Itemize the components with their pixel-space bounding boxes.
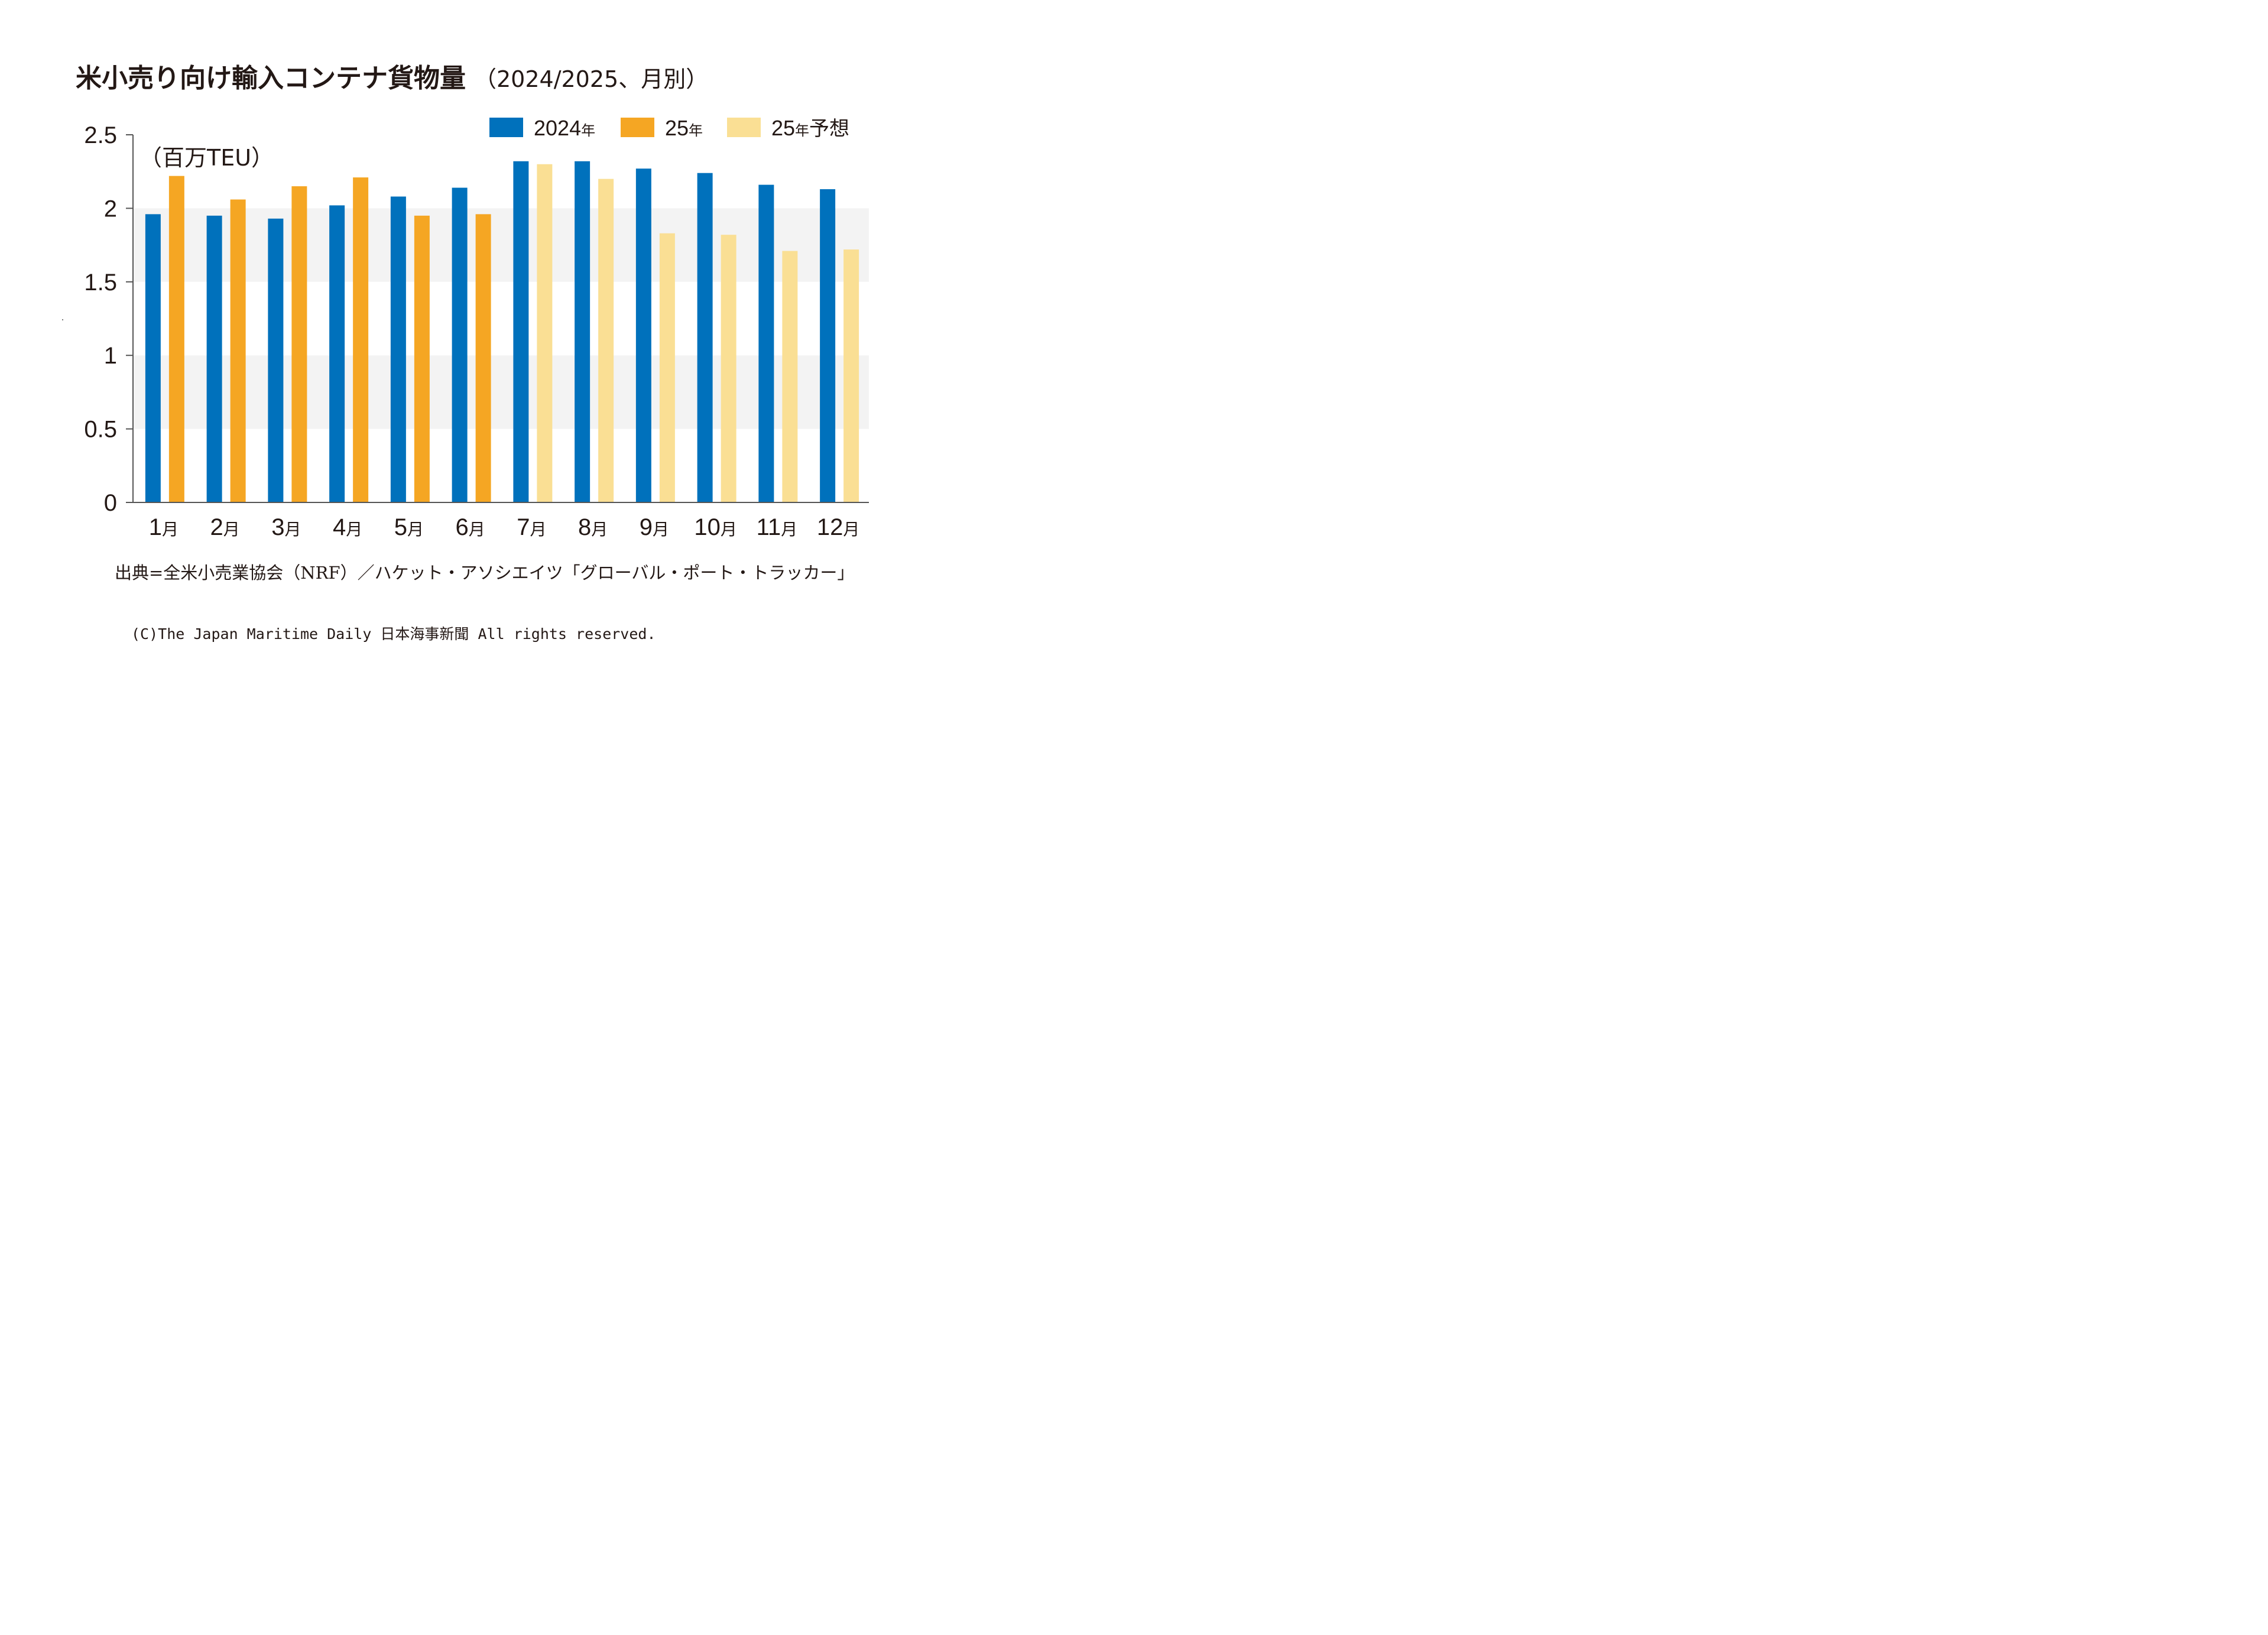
y-tick-label: 1 [104, 343, 117, 369]
x-tick-label: 7月 [517, 514, 546, 540]
bar-2024 [329, 205, 345, 502]
bar-2024 [820, 189, 836, 502]
legend-2024-swatch [489, 118, 523, 137]
bar-2025 [414, 215, 430, 502]
x-tick-label: 11月 [757, 514, 798, 540]
bar-2024 [268, 218, 284, 502]
chart-title-block: 米小売り向け輸入コンテナ貨物量 （2024/2025、月別） [76, 57, 708, 95]
copyright-note: (C)The Japan Maritime Daily 日本海事新聞 All r… [131, 625, 656, 643]
grid-band [133, 355, 869, 429]
bar-2024 [697, 173, 713, 502]
x-tick-label: 12月 [817, 514, 860, 540]
bar-2025-forecast [598, 179, 614, 502]
y-tick-label: 0.5 [84, 417, 117, 443]
legend-2024-label: 2024年 [534, 116, 595, 140]
bar-2025 [475, 214, 491, 502]
y-tick-label: 2.5 [84, 122, 117, 148]
bar-2025 [353, 177, 369, 503]
x-tick-label: 1月 [149, 514, 179, 540]
legend-2025-label: 25年 [665, 116, 703, 140]
bar-2024 [452, 187, 468, 502]
bar-2024 [575, 161, 590, 502]
source-note: 出典=全米小売業協会（NRF）／ハケット・アソシエイツ「グローバル・ポート・トラ… [115, 563, 855, 583]
bar-2024 [145, 214, 161, 502]
bar-2025-forecast [843, 249, 859, 502]
bar-2025 [168, 176, 184, 502]
bar-2025-forecast [782, 251, 798, 502]
bar-chart: 0 0.5 1 1.5 2 2.5 （百万TEU） 1月 2月 3月 4月 5月 6月 7月 8月 9月 10月… [84, 116, 869, 540]
bar-2024 [758, 184, 774, 502]
bar-2024 [513, 161, 529, 502]
x-tick-label: 10月 [694, 514, 737, 540]
y-axis-unit-label: （百万TEU） [139, 145, 274, 171]
bar-2025-forecast [659, 233, 675, 502]
bar-2025 [230, 199, 246, 502]
x-tick-label: 5月 [394, 514, 424, 540]
x-tick-label: 9月 [640, 514, 669, 540]
legend-2025-forecast-swatch [727, 118, 761, 137]
x-tick-label: 6月 [455, 514, 485, 540]
y-tick-label: 1.5 [84, 270, 117, 296]
legend-2025-swatch [621, 118, 654, 137]
x-tick-label: 8月 [578, 514, 608, 540]
y-tick-label: 0 [104, 490, 117, 516]
bar-2024 [390, 196, 406, 503]
bar-2025 [291, 186, 307, 503]
x-tick-label: 2月 [210, 514, 239, 540]
y-tick-label: 2 [104, 196, 117, 222]
legend: 2024年 25年 25年予想 [489, 116, 849, 141]
chart-title: 米小売り向け輸入コンテナ貨物量 [76, 63, 466, 93]
x-tick-label: 3月 [271, 514, 301, 540]
bar-2025-forecast [537, 164, 553, 502]
bar-2024 [206, 215, 222, 502]
legend-2025-forecast-label: 25年予想 [771, 116, 849, 141]
stray-dot [62, 319, 63, 320]
grid-band [133, 208, 869, 282]
bar-2025-forecast [721, 235, 736, 502]
bar-2024 [635, 168, 651, 502]
chart-subtitle: （2024/2025、月別） [474, 66, 709, 92]
x-tick-label: 4月 [333, 514, 362, 540]
